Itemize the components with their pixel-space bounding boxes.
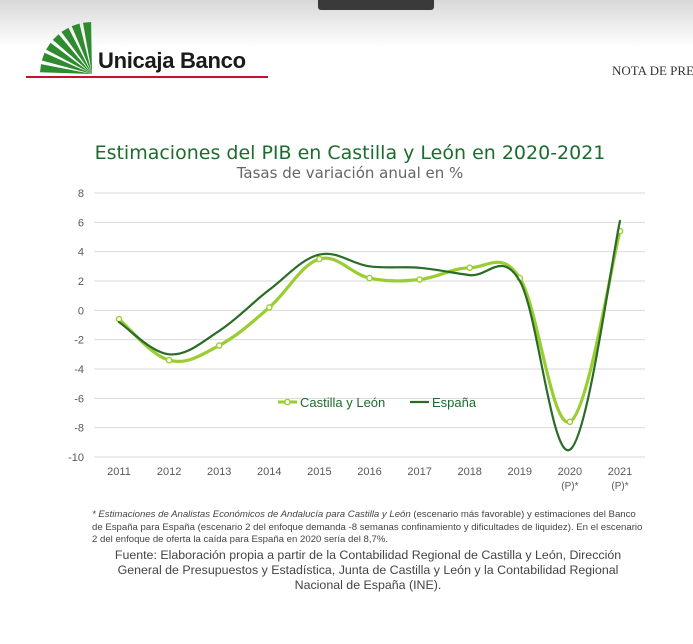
x-tick-label: 2019 (508, 466, 532, 478)
chart-title: Estimaciones del PIB en Castilla y León … (94, 142, 606, 164)
x-tick-label: 2021 (608, 466, 632, 478)
x-tick-label: 2012 (157, 466, 181, 478)
x-tick-label: 2015 (307, 466, 331, 478)
data-point (366, 274, 373, 282)
gdp-line-chart: -10 -8 -6 -4 -2 0 2 4 6 8 2011 2012 2013 2014 2015 2016… (68, 188, 645, 492)
x-tick-label: 2017 (407, 466, 431, 478)
chart-subtitle: Tasas de variación anual en % (236, 164, 464, 182)
y-tick-label: 8 (78, 188, 84, 200)
x-tick-sublabel: (P)* (561, 481, 578, 492)
data-point (466, 264, 474, 272)
toolbar-handle[interactable] (318, 0, 434, 10)
y-tick-label: -10 (68, 452, 84, 464)
fan-blade (61, 27, 92, 74)
x-tick-sublabel: (P)* (611, 481, 628, 492)
fan-blade (46, 42, 92, 74)
legend-marker (284, 398, 291, 406)
data-point (566, 418, 574, 426)
series-line (117, 219, 622, 451)
source-note: Fuente: Elaboración propia a partir de l… (114, 547, 622, 592)
grid-lines (94, 192, 645, 458)
header-note: NOTA DE PRENSA (612, 63, 693, 78)
fan-logo-icon (40, 22, 92, 74)
y-tick-label: 6 (78, 217, 84, 229)
x-tick-label: 2016 (357, 466, 381, 478)
series-castilla-leon (115, 227, 624, 426)
brand-name: Unicaja Banco (98, 48, 246, 73)
x-tick-label: 2013 (207, 466, 231, 478)
data-point (265, 304, 273, 311)
legend-label: Castilla y León (300, 395, 385, 410)
data-point (165, 356, 173, 364)
legend-label: España (432, 395, 477, 410)
y-tick-label: -8 (74, 423, 84, 435)
fan-blade (71, 23, 92, 74)
unicaja-logo: Unicaja Banco (26, 22, 276, 82)
brand-rule (26, 76, 268, 78)
series-espana (117, 219, 622, 451)
x-tick-label: 2018 (457, 466, 481, 478)
series-line (117, 229, 622, 424)
y-tick-label: -4 (74, 364, 84, 376)
chart-notes: * Estimaciones de Analistas Económicos d… (92, 509, 644, 593)
y-tick-label: 4 (78, 247, 84, 259)
fan-blade (83, 22, 92, 74)
fan-blade (40, 64, 92, 74)
fan-blade (52, 34, 92, 74)
top-bar (0, 0, 693, 48)
y-tick-label: 0 (78, 305, 84, 317)
data-point (316, 255, 323, 263)
x-tick-label: 2020 (558, 466, 582, 478)
footnote: * Estimaciones de Analistas Económicos d… (92, 509, 644, 547)
x-tick-label: 2011 (107, 466, 131, 478)
data-point (416, 276, 423, 283)
y-tick-label: 2 (78, 276, 84, 288)
x-tick-label: 2014 (257, 466, 281, 478)
y-tick-label: -2 (74, 335, 84, 347)
fan-blade (41, 52, 92, 74)
footnote-text: (escenario más favorable) y estimaciones… (92, 509, 643, 546)
data-point (115, 315, 123, 323)
footnote-italic: * Estimaciones de Analistas Económicos d… (92, 509, 411, 520)
legend: Castilla y León España (278, 395, 477, 410)
y-tick-label: -6 (74, 393, 84, 405)
data-point (215, 342, 223, 349)
